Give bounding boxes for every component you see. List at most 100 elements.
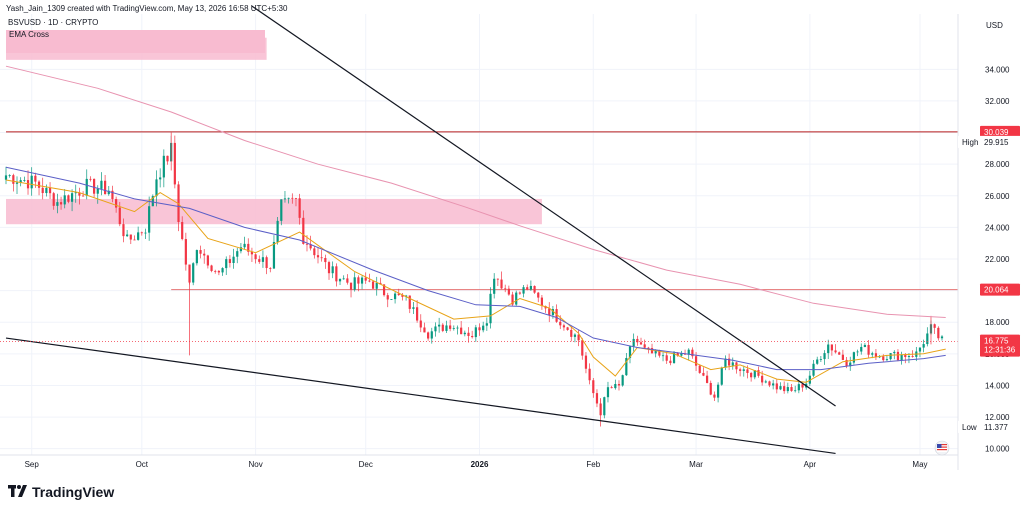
candle-body (742, 369, 745, 371)
candle-body (217, 270, 220, 273)
y-tick-label: 24.000 (985, 223, 1010, 232)
trendlines (5, 5, 836, 455)
candle-body (669, 360, 672, 364)
candle-body (272, 241, 276, 269)
candle-body (647, 347, 650, 349)
candle-body (445, 325, 448, 331)
flag-icon[interactable] (934, 440, 950, 456)
candle-body (533, 285, 536, 293)
candle-body (562, 325, 566, 328)
candle-body (922, 344, 925, 348)
candle-body (772, 383, 775, 386)
high-tag-value: 29.915 (984, 138, 1009, 147)
candle-body (159, 177, 162, 180)
candle-body (588, 368, 591, 381)
candle-body (265, 257, 268, 269)
candle-body (104, 180, 107, 195)
candle-body (438, 324, 441, 327)
candle-body (441, 324, 444, 331)
candle-body (291, 197, 294, 199)
low-tag-value: 11.377 (984, 423, 1008, 432)
candle-body (357, 277, 360, 284)
candle-body (540, 297, 544, 307)
y-tick-label: 32.000 (985, 97, 1010, 106)
candle-body (867, 344, 870, 355)
candle-body (775, 383, 778, 390)
candle-body (236, 251, 239, 257)
y-tick-label: 22.000 (985, 255, 1010, 264)
symbol-legend[interactable]: BSVUSD · 1D · CRYPTO (8, 18, 98, 27)
candle-body (184, 239, 187, 265)
candle-body (393, 293, 397, 300)
x-tick-label: Sep (25, 460, 40, 469)
candle-body (4, 175, 8, 180)
candle-body (526, 287, 529, 290)
candle-body (48, 187, 52, 194)
candle-body (860, 346, 863, 352)
candle-body (19, 180, 22, 183)
candle-body (287, 197, 290, 199)
candle-body (67, 195, 70, 202)
candle-body (504, 288, 507, 290)
candle-body (250, 251, 254, 255)
chart-credit: Yash_Jain_1309 created with TradingView.… (6, 4, 288, 13)
candle-body (427, 332, 430, 339)
candle-body (122, 224, 125, 237)
indicator-label: EMA Cross (9, 30, 49, 39)
candle-body (56, 202, 59, 206)
candle-body (911, 356, 914, 357)
candle-body (628, 346, 632, 358)
candle-body (716, 384, 720, 398)
candle-body (940, 336, 944, 339)
candle-body (797, 384, 800, 391)
y-tick-label: 34.000 (985, 65, 1010, 74)
candle-body (460, 327, 463, 335)
candle-body (904, 354, 907, 358)
candle-body (254, 254, 257, 260)
candle-body (555, 309, 558, 322)
candle-body (258, 259, 261, 262)
candle-body (665, 355, 668, 361)
candle-body (639, 342, 643, 345)
candle-body (882, 356, 885, 361)
ema-line (5, 179, 946, 383)
candle-body (239, 247, 243, 252)
candle-body (360, 277, 364, 284)
candle-body (621, 375, 624, 386)
candle-body (331, 266, 334, 274)
candle-body (834, 350, 837, 353)
candles (4, 132, 944, 427)
candle-body (830, 344, 833, 351)
candle-body (305, 243, 309, 245)
candle-body (478, 327, 481, 331)
candle-body (566, 327, 569, 330)
candle-body (577, 334, 580, 341)
candle-body (849, 362, 852, 367)
candle-body (643, 344, 646, 348)
x-tick-label: Dec (359, 460, 373, 469)
candle-body (313, 248, 316, 256)
candle-body (59, 202, 63, 205)
last-price-tag (980, 334, 1020, 357)
y-tick-label: 28.000 (985, 160, 1010, 169)
candle-body (335, 266, 338, 282)
candle-body (691, 349, 694, 357)
candle-body (838, 352, 841, 355)
candle-body (676, 352, 679, 356)
candle-body (794, 390, 797, 392)
candle-body (841, 354, 844, 360)
candle-body (195, 250, 198, 264)
candle-body (70, 193, 74, 202)
candle-body (364, 277, 367, 281)
candle-body (900, 354, 903, 361)
candle-body (320, 257, 323, 259)
candle-body (423, 327, 426, 333)
candle-body (342, 278, 345, 280)
footer-brand: TradingView (8, 482, 114, 502)
candle-body (221, 268, 224, 273)
candle-body (559, 321, 562, 326)
candle-body (45, 187, 48, 194)
candle-body (852, 352, 856, 363)
candle-body (636, 338, 639, 343)
